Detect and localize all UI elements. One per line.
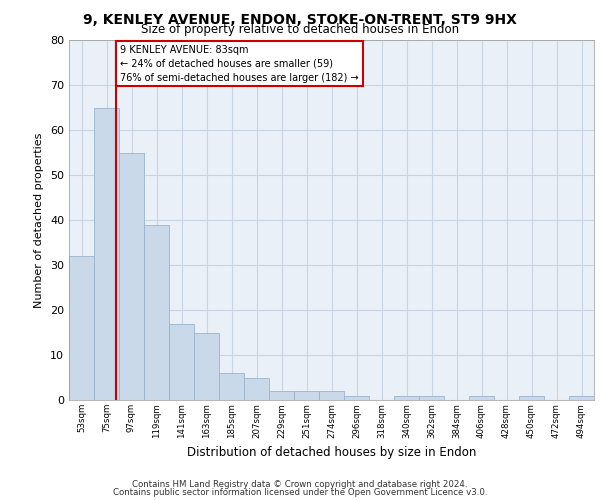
X-axis label: Distribution of detached houses by size in Endon: Distribution of detached houses by size … <box>187 446 476 459</box>
Bar <box>319 391 344 400</box>
Bar <box>294 391 319 400</box>
Bar <box>94 108 119 400</box>
Y-axis label: Number of detached properties: Number of detached properties <box>34 132 44 308</box>
Text: Contains public sector information licensed under the Open Government Licence v3: Contains public sector information licen… <box>113 488 487 497</box>
Text: 9 KENLEY AVENUE: 83sqm
← 24% of detached houses are smaller (59)
76% of semi-det: 9 KENLEY AVENUE: 83sqm ← 24% of detached… <box>120 44 359 82</box>
Bar <box>244 378 269 400</box>
Bar <box>119 152 144 400</box>
Bar <box>144 224 169 400</box>
Bar <box>469 396 494 400</box>
Bar <box>219 373 244 400</box>
Bar <box>169 324 194 400</box>
Bar <box>569 396 594 400</box>
Bar <box>269 391 294 400</box>
Bar <box>419 396 444 400</box>
Bar <box>194 332 219 400</box>
Text: 9, KENLEY AVENUE, ENDON, STOKE-ON-TRENT, ST9 9HX: 9, KENLEY AVENUE, ENDON, STOKE-ON-TRENT,… <box>83 12 517 26</box>
Text: Size of property relative to detached houses in Endon: Size of property relative to detached ho… <box>141 22 459 36</box>
Text: Contains HM Land Registry data © Crown copyright and database right 2024.: Contains HM Land Registry data © Crown c… <box>132 480 468 489</box>
Bar <box>519 396 544 400</box>
Bar <box>394 396 419 400</box>
Bar <box>69 256 94 400</box>
Bar <box>344 396 369 400</box>
